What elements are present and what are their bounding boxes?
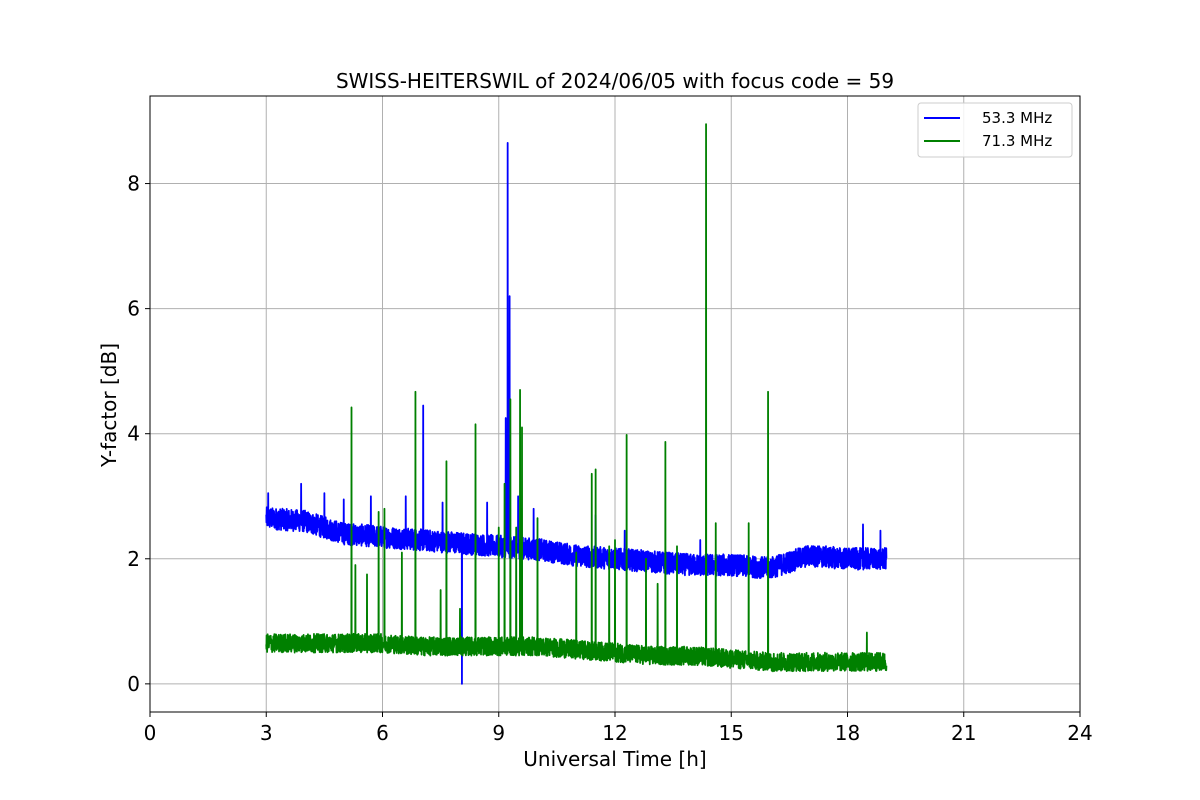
series-line-1 [265,123,888,673]
x-tick-label: 3 [260,721,273,745]
x-tick-label: 18 [835,721,860,745]
grid [149,96,1081,712]
x-tick-label: 24 [1067,721,1092,745]
y-axis-label: Y-factor [dB] [97,343,121,468]
x-tick-label: 0 [144,721,157,745]
y-tick-label: 8 [127,172,140,196]
x-tick-label: 12 [602,721,627,745]
x-tick-label: 21 [951,721,976,745]
legend-label-71-mhz: 71.3 MHz [982,132,1052,150]
plot-area [265,123,888,685]
chart-title: SWISS-HEITERSWIL of 2024/06/05 with focu… [336,69,894,93]
y-tick-label: 6 [127,297,140,321]
legend: 53.3 MHz 71.3 MHz [917,102,1073,158]
x-tick-label: 6 [376,721,389,745]
y-tick-label: 4 [127,422,140,446]
series-line-0 [265,142,888,685]
legend-label-53-mhz: 53.3 MHz [982,109,1052,127]
y-tick-label: 0 [127,672,140,696]
y-tick-label: 2 [127,547,140,571]
x-axis-label: Universal Time [h] [523,747,706,771]
legend-box [917,102,1073,158]
x-tick-label: 15 [719,721,744,745]
x-tick-label: 9 [492,721,505,745]
